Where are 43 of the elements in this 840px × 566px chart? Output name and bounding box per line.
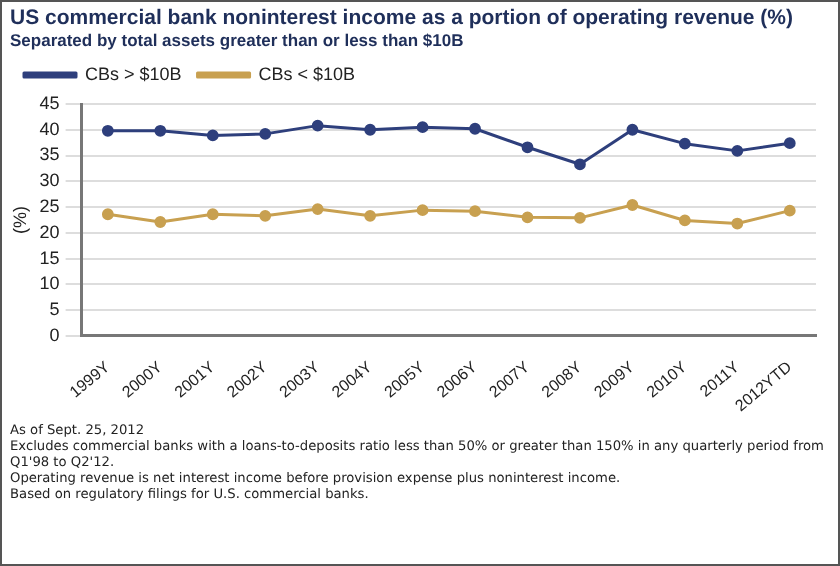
- point: [731, 217, 744, 230]
- point: [678, 214, 691, 227]
- y-tick-label: 20: [39, 221, 60, 242]
- point: [259, 209, 272, 222]
- y-tick-label: 40: [39, 118, 60, 139]
- y-axis-title: (%): [9, 205, 30, 234]
- point: [101, 208, 114, 221]
- point: [469, 205, 481, 218]
- y-tick-label: 15: [39, 247, 60, 268]
- chart-subtitle: Separated by total assets greater than or less than $10B: [8, 30, 466, 50]
- point: [154, 216, 167, 228]
- point: [521, 141, 534, 154]
- point: [364, 209, 377, 222]
- point: [206, 129, 219, 142]
- point: [416, 121, 429, 134]
- y-tick-label: 35: [39, 144, 60, 165]
- point: [626, 199, 639, 211]
- point: [574, 211, 586, 224]
- point: [469, 122, 481, 135]
- legend-label: CBs < $10B: [258, 63, 356, 84]
- point: [364, 123, 377, 136]
- y-tick-label: 45: [39, 92, 60, 113]
- chart-title: US commercial bank noninterest income as a portion of operating revenue (%): [8, 4, 795, 30]
- y-tick-label: 30: [39, 170, 60, 191]
- point: [311, 119, 324, 132]
- point: [783, 204, 796, 217]
- point: [731, 144, 744, 157]
- point: [154, 124, 167, 137]
- point: [206, 208, 219, 221]
- y-tick-label: 5: [49, 299, 60, 320]
- y-tick-label: 25: [39, 196, 60, 217]
- point: [416, 204, 429, 217]
- point: [101, 124, 114, 137]
- legend-label: CBs > $10B: [85, 63, 182, 84]
- point: [574, 158, 586, 171]
- point: [259, 127, 272, 140]
- y-tick-label: 0: [49, 324, 60, 345]
- point: [521, 211, 534, 224]
- point: [783, 137, 796, 150]
- point: [311, 203, 324, 215]
- point: [678, 137, 691, 150]
- point: [626, 123, 639, 136]
- y-tick-label: 10: [39, 273, 60, 294]
